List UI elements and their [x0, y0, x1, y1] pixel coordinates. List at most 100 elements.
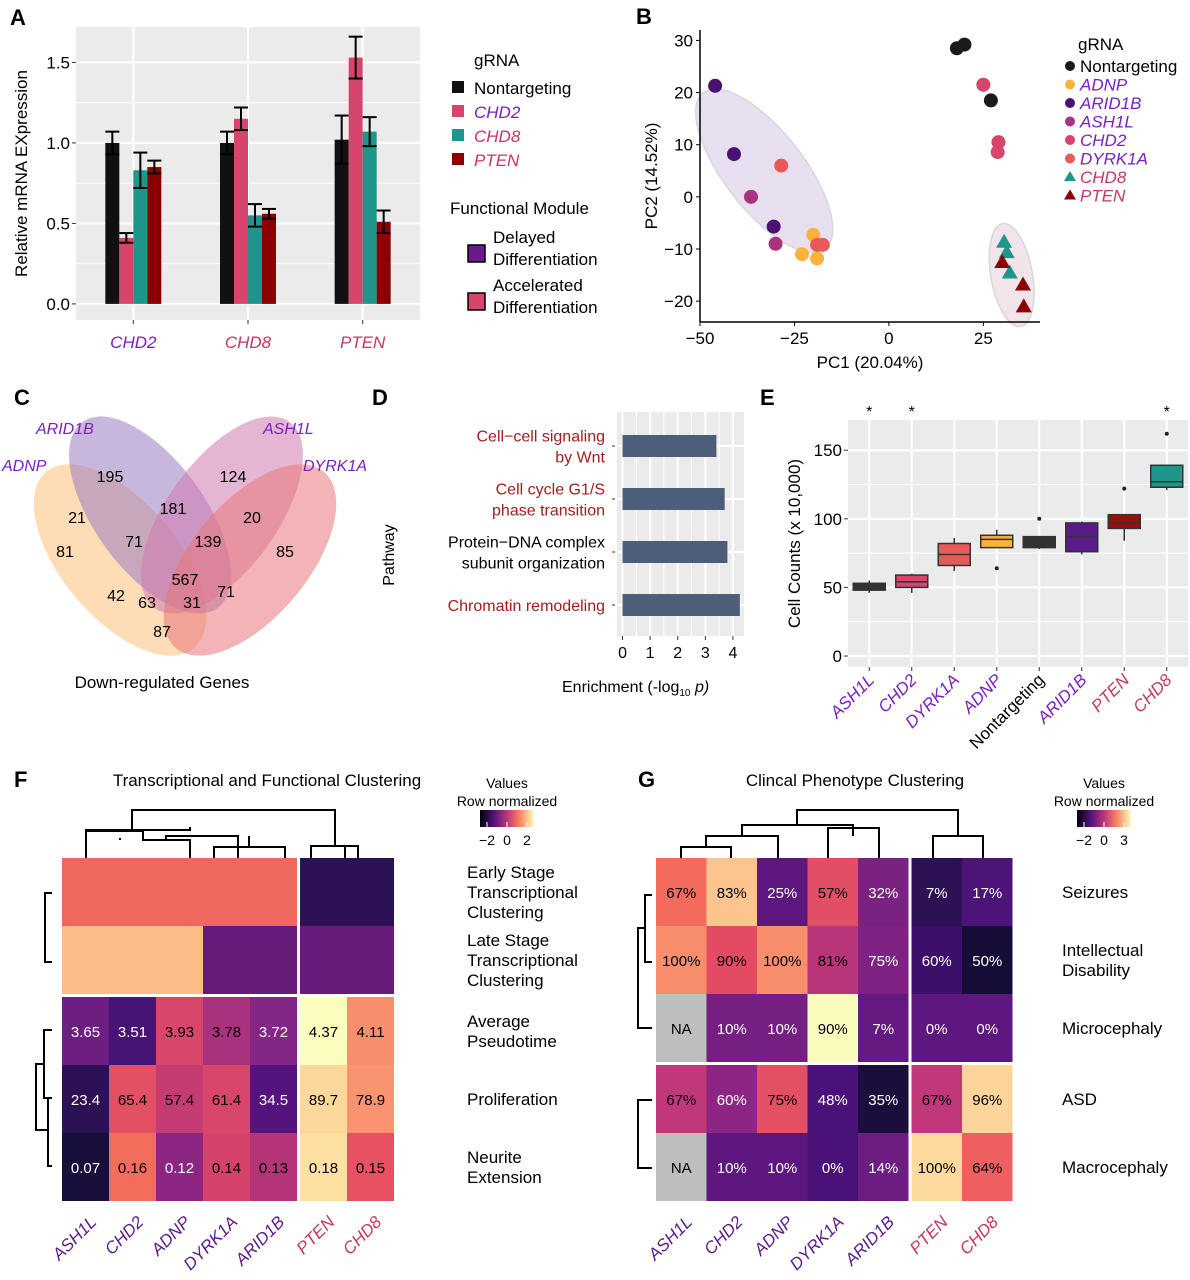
heatmap-cell-value: 0% — [926, 1021, 948, 1038]
legend-title: gRNA — [474, 51, 520, 70]
y-axis-label: Cell Counts (x 10,000) — [785, 459, 804, 628]
bar-pten — [262, 213, 276, 304]
venn-region-count: 139 — [195, 534, 222, 551]
panel-c: C ADNP ARID1B ASH1L DYRK1A 195 124 81 85 21 181 20 7… — [1, 385, 367, 692]
legend-swatch — [452, 105, 464, 117]
heatmap-cell-value: 3.72 — [259, 1024, 288, 1041]
pathway-label: by Wnt — [555, 450, 605, 467]
y-tick-label: −20 — [664, 292, 693, 311]
panel-g: G Clincal Phenotype Clustering Values Row n… — [637, 767, 1168, 1274]
heatmap-column-label: CHD8 — [956, 1212, 1003, 1259]
y-tick-label: 0.5 — [46, 214, 70, 233]
heatmap-cell-value: 0.15 — [356, 1160, 385, 1177]
legend-marker — [1065, 98, 1075, 108]
heatmap-cell — [347, 1133, 394, 1201]
venn-set-label: ARID1B — [35, 421, 94, 438]
x-tick-label: CHD8 — [225, 333, 272, 352]
heatmap-column-label: ASH1L — [644, 1212, 696, 1264]
legend-label: CHD2 — [474, 103, 521, 122]
column-dendrogram — [131, 809, 336, 846]
point-nontargeting — [983, 93, 998, 108]
point-ash1l — [744, 189, 758, 204]
venn-region-count: 71 — [217, 584, 235, 601]
x-tick-label: −25 — [780, 329, 809, 348]
point-adnp — [795, 247, 809, 262]
heatmap-cell-value: 0% — [976, 1021, 998, 1038]
panel-f: F Transcriptional and Functional Clusteri… — [14, 767, 578, 1274]
heatmap-cell — [757, 926, 808, 994]
heatmap-cell — [250, 1065, 297, 1133]
heatmap-title: Transcriptional and Functional Clusterin… — [113, 771, 421, 790]
heatmap-cell-value: 67% — [666, 1092, 696, 1109]
heatmap-cell — [807, 1133, 858, 1201]
heatmap-cell-value: 32% — [868, 885, 898, 902]
pathway-bar — [622, 594, 740, 616]
heatmap-cell-value: 3.78 — [212, 1024, 241, 1041]
x-tick-label: 25 — [974, 329, 993, 348]
heatmap-cell — [203, 926, 297, 994]
heatmap-row-label: Seizures — [1062, 883, 1128, 902]
x-tick-label: PTEN — [1088, 670, 1134, 716]
venn-region-count: 21 — [68, 510, 86, 527]
heatmap-cell-value: 67% — [922, 1092, 952, 1109]
heatmap-cell — [706, 926, 757, 994]
x-tick-label: 4 — [729, 645, 738, 662]
heatmap-cell — [300, 1065, 347, 1133]
heatmap-cell-value: 10% — [717, 1160, 747, 1177]
colorbar-tick-label: 0 — [503, 832, 511, 848]
heatmap-column-label: CHD2 — [101, 1212, 148, 1259]
column-dendrogram — [344, 845, 358, 858]
heatmap-cell — [62, 1065, 109, 1133]
heatmap-cell-value: 48% — [818, 1092, 848, 1109]
row-dendrogram — [35, 1063, 48, 1131]
heatmap-cell-value: 60% — [922, 953, 952, 970]
heatmap-cell-value: 61.4 — [212, 1092, 241, 1109]
legend-label: DYRK1A — [1080, 150, 1148, 169]
box-outlier — [1037, 516, 1042, 521]
heatmap-cell — [62, 997, 109, 1065]
legend-marker — [1064, 189, 1076, 200]
heatmap-cell — [962, 994, 1013, 1062]
heatmap-cell — [757, 858, 808, 926]
box-outlier — [1122, 486, 1127, 491]
point-ash1l — [768, 236, 783, 251]
heatmap-cell — [911, 994, 962, 1062]
heatmap-cell — [807, 926, 858, 994]
heatmap-cell — [250, 997, 297, 1065]
heatmap-cell-value: 75% — [767, 1092, 797, 1109]
heatmap-cell-value: 0.07 — [71, 1160, 100, 1177]
heatmap-cell — [807, 994, 858, 1062]
heatmap-cell-value: 7% — [872, 1021, 894, 1038]
heatmap-cell-value: 81% — [818, 953, 848, 970]
venn-set-dyrk1a — [163, 464, 337, 656]
panel-b: B −50 −25 0 25 −20 −10 0 10 20 30 PC1 (20.04%) PC2 (… — [636, 4, 1177, 372]
y-tick-label: 1.0 — [46, 134, 70, 153]
heatmap-cell — [347, 997, 394, 1065]
y-tick-label: 50 — [823, 578, 842, 597]
heatmap-cell-value: 65.4 — [118, 1092, 147, 1109]
heatmap-cell-value: 17% — [972, 885, 1002, 902]
heatmap-cell-value: 0.18 — [309, 1160, 338, 1177]
heatmap-cell — [807, 1065, 858, 1133]
heatmap-row-label: Microcephaly — [1062, 1019, 1163, 1038]
legend-label: CHD2 — [1080, 131, 1127, 150]
venn-region-count: 195 — [97, 469, 124, 486]
legend-marker — [1065, 79, 1075, 90]
row-dendrogram — [47, 1098, 52, 1167]
heatmap-cell — [203, 1133, 250, 1201]
bar-nontargeting — [220, 142, 234, 304]
heatmap-cell-value: 0% — [822, 1160, 844, 1177]
column-dendrogram — [213, 846, 286, 858]
legend-label: ADNP — [1079, 76, 1128, 95]
heatmap-cell-value: 83% — [717, 885, 747, 902]
x-axis-label: PC1 (20.04%) — [817, 353, 924, 372]
pathway-bar — [622, 488, 725, 510]
legend-marker — [1065, 61, 1075, 71]
heatmap-cell-value: 23.4 — [71, 1092, 100, 1109]
heatmap-cell-value: 0.14 — [212, 1160, 241, 1177]
row-dendrogram — [644, 894, 652, 963]
point-arid1b — [727, 147, 741, 162]
venn-region-count: 63 — [138, 595, 156, 612]
point-arid1b — [766, 219, 781, 234]
heatmap-column-label: PTEN — [293, 1212, 339, 1258]
